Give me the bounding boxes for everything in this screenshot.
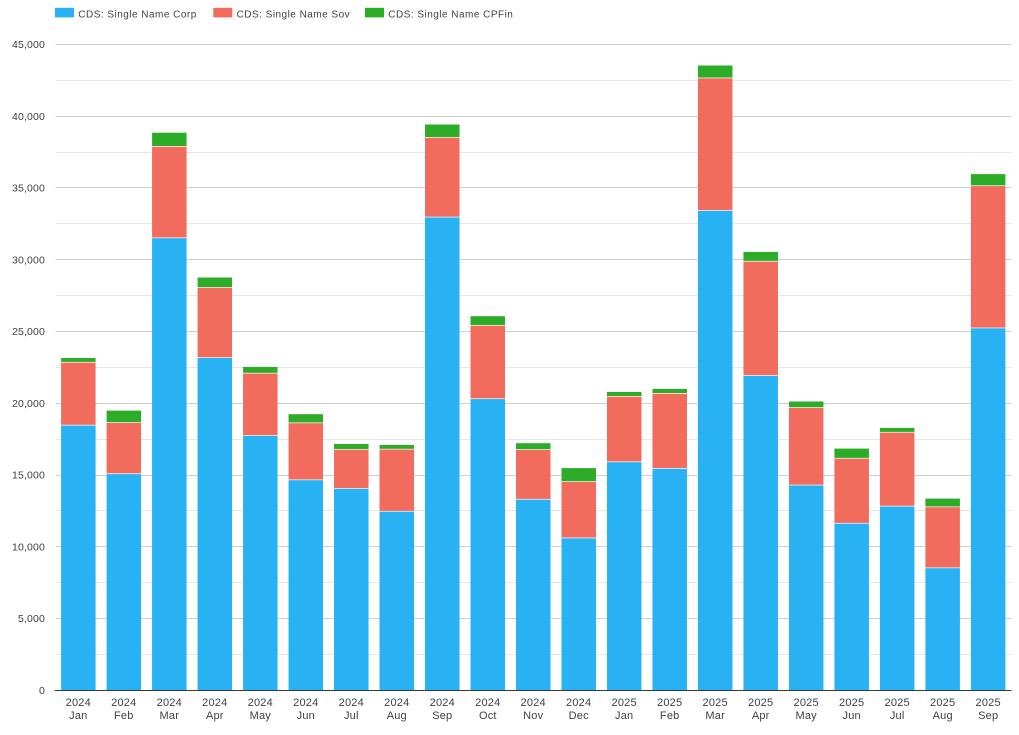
svg-text:2025: 2025 [703, 697, 728, 709]
svg-text:2025: 2025 [839, 697, 864, 709]
svg-text:0: 0 [39, 685, 45, 697]
svg-text:Jan: Jan [615, 710, 633, 722]
svg-text:May: May [250, 710, 272, 722]
svg-text:Sep: Sep [978, 710, 998, 722]
svg-text:2024: 2024 [66, 697, 91, 709]
svg-text:Jul: Jul [890, 710, 905, 722]
svg-text:Aug: Aug [387, 710, 407, 722]
svg-text:Jul: Jul [344, 710, 359, 722]
svg-text:Feb: Feb [114, 710, 134, 722]
svg-text:2025: 2025 [748, 697, 773, 709]
svg-text:2024: 2024 [566, 697, 591, 709]
svg-text:CDS: Single Name Corp: CDS: Single Name Corp [78, 10, 196, 21]
svg-text:20,000: 20,000 [12, 398, 45, 410]
svg-text:2024: 2024 [384, 697, 409, 709]
svg-text:15,000: 15,000 [12, 470, 45, 482]
svg-text:Jan: Jan [69, 710, 87, 722]
svg-text:30,000: 30,000 [12, 254, 45, 266]
svg-text:2025: 2025 [930, 697, 955, 709]
svg-text:Nov: Nov [523, 710, 543, 722]
svg-text:2024: 2024 [293, 697, 318, 709]
svg-text:May: May [796, 710, 818, 722]
svg-text:CDS: Single Name Sov: CDS: Single Name Sov [237, 10, 351, 21]
svg-text:2024: 2024 [430, 697, 455, 709]
svg-text:2024: 2024 [339, 697, 364, 709]
svg-text:Feb: Feb [660, 710, 680, 722]
svg-text:Jun: Jun [843, 710, 861, 722]
svg-text:2025: 2025 [794, 697, 819, 709]
svg-text:Oct: Oct [479, 710, 497, 722]
svg-text:Mar: Mar [160, 710, 180, 722]
svg-text:2024: 2024 [475, 697, 500, 709]
svg-text:Apr: Apr [752, 710, 770, 722]
svg-text:Jun: Jun [297, 710, 315, 722]
svg-text:2024: 2024 [157, 697, 182, 709]
svg-text:2024: 2024 [521, 697, 546, 709]
svg-text:2025: 2025 [885, 697, 910, 709]
svg-text:2025: 2025 [657, 697, 682, 709]
svg-text:Apr: Apr [206, 710, 224, 722]
svg-text:25,000: 25,000 [12, 326, 45, 338]
svg-text:45,000: 45,000 [12, 39, 45, 51]
svg-text:2025: 2025 [976, 697, 1001, 709]
svg-text:CDS: Single Name CPFin: CDS: Single Name CPFin [388, 10, 513, 21]
svg-text:40,000: 40,000 [12, 111, 45, 123]
svg-text:2024: 2024 [248, 697, 273, 709]
svg-text:2024: 2024 [202, 697, 227, 709]
svg-text:Sep: Sep [432, 710, 452, 722]
svg-text:Mar: Mar [705, 710, 725, 722]
svg-text:35,000: 35,000 [12, 183, 45, 195]
svg-text:5,000: 5,000 [18, 613, 45, 625]
svg-text:2025: 2025 [612, 697, 637, 709]
svg-text:Aug: Aug [933, 710, 953, 722]
svg-text:Dec: Dec [569, 710, 589, 722]
svg-text:2024: 2024 [111, 697, 136, 709]
svg-text:10,000: 10,000 [12, 541, 45, 553]
